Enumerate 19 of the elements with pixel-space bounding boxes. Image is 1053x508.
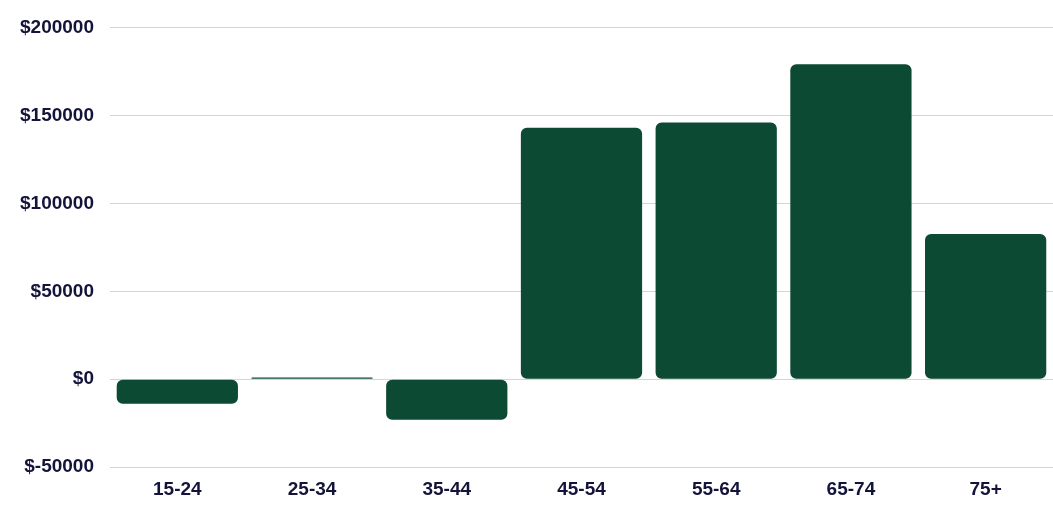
x-tick-label: 75+ [969, 477, 1002, 499]
y-tick-label: $100000 [20, 191, 94, 213]
x-tick-label: 45-54 [557, 477, 607, 499]
y-tick-label: $-50000 [24, 455, 94, 477]
x-tick-label: 55-64 [691, 477, 741, 499]
x-tick-label: 35-44 [422, 477, 472, 499]
y-tick-label: $200000 [20, 15, 94, 37]
y-tick-label: $50000 [30, 279, 94, 301]
bar [925, 234, 1047, 379]
x-tick-label: 15-24 [153, 477, 203, 499]
y-tick-label: $150000 [20, 103, 94, 125]
x-tick-label: 65-74 [826, 477, 876, 499]
y-tick-label: $0 [72, 367, 94, 389]
x-tick-label: 25-34 [287, 477, 337, 499]
bar [116, 379, 238, 404]
bar [520, 127, 643, 379]
bar [655, 122, 777, 379]
bar [790, 64, 912, 379]
bar [386, 379, 508, 420]
